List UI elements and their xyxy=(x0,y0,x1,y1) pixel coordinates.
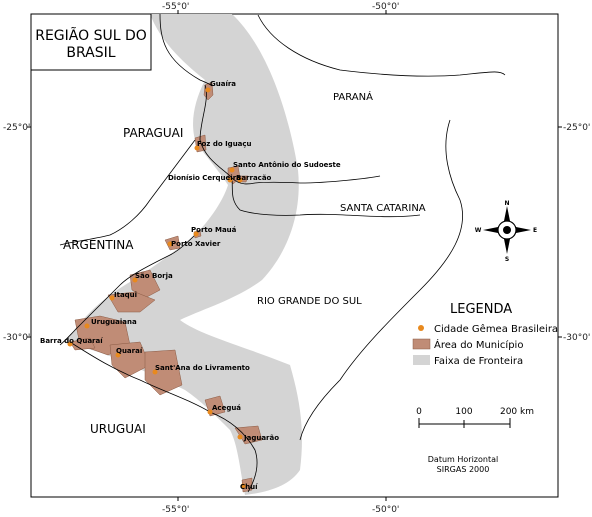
city-point xyxy=(207,409,213,415)
city-label-chui: Chuí xyxy=(240,483,258,491)
city-point xyxy=(237,177,243,183)
city-label-jaguarao: Jaguarão xyxy=(243,434,279,442)
title-box xyxy=(30,13,152,71)
map-title-line2: BRASIL xyxy=(66,45,115,61)
lat-label-right-1: -25°0' xyxy=(563,123,590,133)
legend-title: LEGENDA xyxy=(450,302,512,317)
map-title-line1: REGIÃO SUL DO xyxy=(35,27,147,44)
legend-swatch-strip xyxy=(413,355,430,365)
compass-n: N xyxy=(504,200,509,207)
city-label-quarai: Quaraí xyxy=(116,347,143,355)
state-label-santa-catarina: SANTA CATARINA xyxy=(340,203,426,214)
country-label-argentina: ARGENTINA xyxy=(63,238,134,252)
lon-label-bottom-1: -55°0' xyxy=(162,505,189,515)
political-borders xyxy=(59,13,506,493)
city-point xyxy=(227,177,233,183)
lon-label-top-1: -55°0' xyxy=(162,2,189,12)
city-point xyxy=(67,341,73,347)
legend-swatch-municipality xyxy=(412,338,431,350)
city-label-acegua: Aceguá xyxy=(212,404,241,412)
city-point xyxy=(132,277,138,283)
datum-line1: Datum Horizontal xyxy=(428,455,498,464)
city-point xyxy=(109,295,115,301)
city-label-barra-do-quarai: Barra do Quaraí xyxy=(40,337,103,345)
compass-s: S xyxy=(505,256,509,263)
city-point xyxy=(115,352,121,358)
scale-label-0: 0 xyxy=(416,407,422,417)
lon-label-bottom-2: -50°0' xyxy=(372,505,399,515)
city-point xyxy=(194,145,200,151)
city-label-sao-borja: São Borja xyxy=(135,272,173,280)
city-label-barracao: Barracão xyxy=(236,174,272,182)
scale-bar xyxy=(418,418,511,428)
city-label-santana: Sant'Ana do Livramento xyxy=(155,364,250,372)
state-label-parana: PARANÁ xyxy=(333,90,373,103)
datum-line2: SIRGAS 2000 xyxy=(437,465,490,474)
frontier-strip xyxy=(65,14,302,495)
scale-label-100: 100 xyxy=(455,407,472,417)
city-label-porto-maua: Porto Mauá xyxy=(191,226,237,234)
state-label-rio-grande-do-sul: RIO GRANDE DO SUL xyxy=(257,296,362,307)
city-label-dionisio: Dionísio Cerqueira xyxy=(168,174,241,182)
lon-label-top-2: -50°0' xyxy=(372,2,399,12)
city-label-guaira: Guaíra xyxy=(210,80,236,88)
city-point xyxy=(205,87,211,93)
city-label-uruguaiana: Uruguaiana xyxy=(91,318,137,326)
compass-e: E xyxy=(533,227,537,234)
city-points xyxy=(67,87,246,489)
municipality-areas xyxy=(69,81,263,493)
country-label-uruguai: URUGUAI xyxy=(90,422,146,436)
lat-label-left-2: -30°0' xyxy=(3,333,30,343)
legend-swatch-city xyxy=(418,325,424,331)
compass-w: W xyxy=(475,227,482,234)
city-point xyxy=(229,167,235,173)
city-label-santo-antonio: Santo Antônio do Sudoeste xyxy=(233,161,341,169)
city-point xyxy=(84,323,90,329)
city-label-porto-xavier: Porto Xavier xyxy=(171,240,221,248)
lat-label-left-1: -25°0' xyxy=(3,123,30,133)
scale-label-200: 200 km xyxy=(500,407,534,417)
legend-item-city: Cidade Gêmea Brasileira xyxy=(434,323,558,335)
lat-label-right-2: -30°0' xyxy=(563,333,590,343)
city-point xyxy=(237,434,243,440)
city-point xyxy=(152,369,158,375)
legend-item-municipality: Área do Município xyxy=(434,338,523,351)
graticule-ticks xyxy=(27,10,562,501)
city-label-foz-do-iguacu: Foz do Iguaçu xyxy=(197,140,252,148)
city-point xyxy=(193,231,199,237)
legend-item-strip: Faixa de Fronteira xyxy=(434,356,523,367)
city-point xyxy=(240,483,246,489)
city-label-itaqui: Itaqui xyxy=(114,291,137,299)
country-label-paraguai: PARAGUAI xyxy=(123,126,183,140)
compass-rose-icon: N S W E xyxy=(475,200,537,263)
city-point xyxy=(167,241,173,247)
